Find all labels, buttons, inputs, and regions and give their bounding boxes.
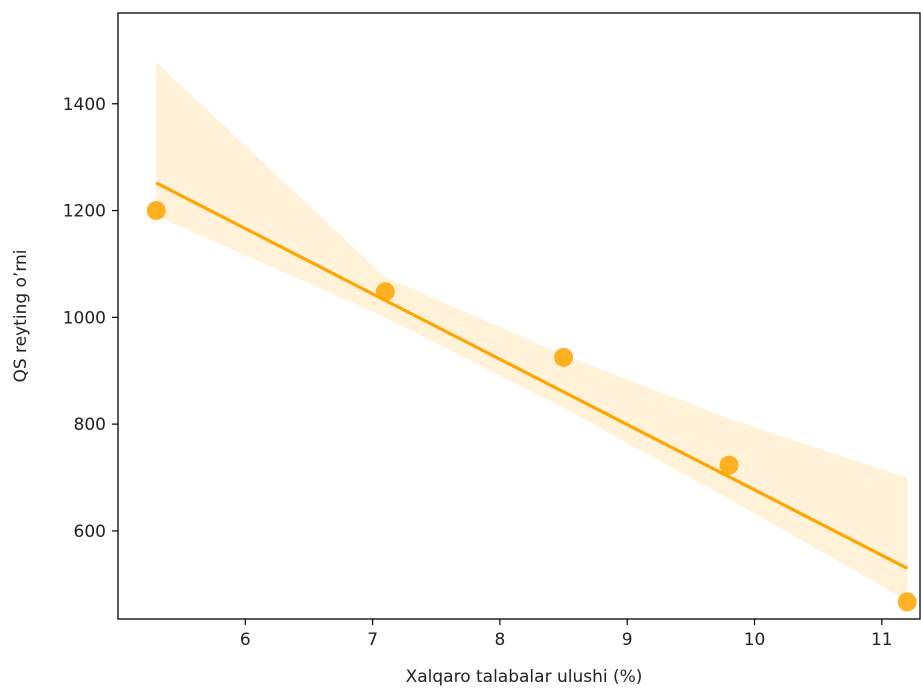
data-point bbox=[897, 592, 917, 612]
data-point bbox=[375, 282, 395, 302]
y-tick-label: 1400 bbox=[63, 95, 106, 115]
plot-area bbox=[146, 62, 917, 612]
x-tick-label: 6 bbox=[240, 630, 251, 650]
data-point bbox=[719, 455, 739, 475]
confidence-band bbox=[156, 62, 908, 601]
y-tick-label: 800 bbox=[74, 415, 106, 435]
regression-line bbox=[155, 181, 909, 570]
y-tick-label: 1000 bbox=[63, 308, 106, 328]
y-tick-label: 600 bbox=[74, 522, 106, 542]
axis-ticks: 6 7 8 9 10 11 600 800 1000 1200 1400 bbox=[63, 95, 893, 650]
x-tick-label: 7 bbox=[367, 630, 378, 650]
data-point bbox=[554, 347, 574, 367]
x-tick-label: 11 bbox=[871, 630, 893, 650]
x-axis-label: Xalqaro talabalar ulushi (%) bbox=[406, 667, 643, 687]
x-tick-label: 10 bbox=[744, 630, 766, 650]
axes-frame bbox=[117, 12, 921, 620]
y-tick-label: 1200 bbox=[63, 202, 106, 222]
x-tick-label: 8 bbox=[494, 630, 505, 650]
data-point bbox=[146, 201, 166, 221]
x-tick-label: 9 bbox=[622, 630, 633, 650]
y-axis-label: QS reyting o’rni bbox=[11, 249, 31, 382]
